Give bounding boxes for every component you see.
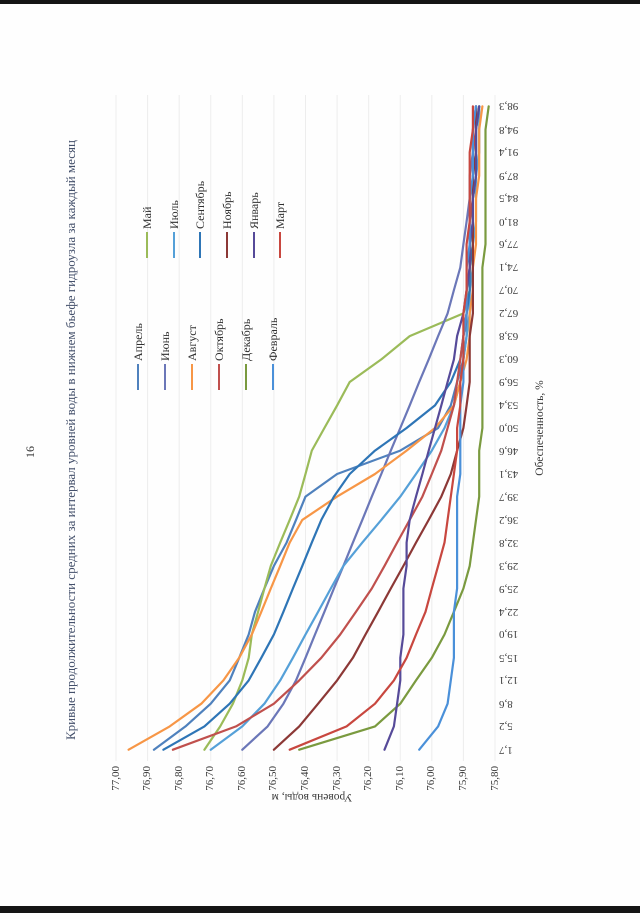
legend-swatch-icon [199, 232, 201, 258]
x-tick-label: 56,9 [499, 376, 519, 389]
legend-swatch-icon [173, 232, 175, 258]
x-tick-label: 1,7 [499, 743, 513, 756]
legend-item-Июнь: Июнь [157, 331, 173, 390]
x-tick-label: 77,6 [499, 238, 519, 251]
x-tick-label: 87,9 [499, 169, 519, 182]
x-tick-label: 43,1 [499, 467, 519, 480]
x-tick-label: 12,1 [499, 674, 519, 687]
legend-swatch-icon [137, 364, 139, 390]
legend-label: Апрель [130, 323, 145, 361]
legend-swatch-icon [279, 232, 281, 258]
x-tick-label: 8,6 [499, 697, 513, 710]
legend-swatch-icon [245, 364, 247, 390]
x-tick-label: 67,2 [499, 307, 519, 320]
x-tick-label: 94,8 [499, 123, 519, 136]
y-tick-label: 76,70 [204, 766, 217, 791]
series-line-Июнь [241, 105, 478, 751]
x-tick-label: 53,4 [499, 399, 519, 412]
x-tick-label: 36,2 [499, 513, 519, 526]
legend-item-Январь: Январь [246, 192, 262, 258]
x-tick-label: 15,5 [499, 651, 519, 664]
legend-swatch-icon [253, 232, 255, 258]
legend-swatch-icon [226, 232, 228, 258]
legend-label: Ноябрь [219, 191, 234, 229]
legend-swatch-icon [272, 364, 274, 390]
legend-item-Декабрь: Декабрь [238, 319, 254, 390]
legend-swatch-icon [191, 364, 193, 390]
y-tick-label: 76,60 [235, 766, 248, 791]
x-tick-label: 74,1 [499, 261, 519, 274]
legend-label: Февраль [265, 317, 280, 361]
legend-item-Февраль: Февраль [265, 318, 281, 390]
x-tick-label: 50,0 [499, 422, 519, 434]
y-axis-title: Уровень воды, м [271, 791, 353, 803]
legend-label: Январь [246, 192, 261, 229]
x-tick-label: 19,0 [499, 628, 519, 641]
x-tick-label: 46,6 [499, 444, 519, 457]
x-tick-label: 5,2 [499, 720, 513, 733]
legend-item-Июль: Июль [166, 200, 182, 258]
x-tick-label: 81,0 [499, 215, 519, 228]
x-tick-label: 84,5 [499, 192, 519, 205]
legend-swatch-icon [218, 364, 220, 390]
y-tick-label: 76,10 [393, 766, 406, 791]
legend-item-Сентябрь: Сентябрь [192, 181, 208, 258]
legend-item-Ноябрь: Ноябрь [219, 191, 235, 258]
legend-label: Сентябрь [192, 180, 207, 229]
legend-swatch-icon [146, 232, 148, 258]
y-tick-label: 76,80 [172, 766, 185, 791]
y-tick-label: 76,00 [425, 766, 438, 791]
rotated-chart-wrapper: Кривые продолжительности средних за инте… [62, 70, 557, 810]
legend-label: Июль [166, 200, 181, 229]
y-tick-label: 76,90 [141, 766, 154, 791]
legend-item-Октябрь: Октябрь [211, 318, 227, 390]
legend-item-Март: Март [272, 202, 288, 258]
legend-label: Июнь [157, 331, 172, 361]
legend-item-Апрель: Апрель [130, 323, 146, 390]
x-axis-title: Обеспеченность, % [534, 380, 546, 476]
y-tick-label: 77,00 [109, 766, 122, 791]
page-number: 16 [23, 446, 37, 458]
legend-swatch-icon [164, 364, 166, 390]
x-tick-label: 39,7 [499, 490, 519, 503]
x-tick-label: 29,3 [499, 559, 519, 572]
y-tick-label: 75,90 [456, 766, 469, 791]
x-tick-label: 25,9 [499, 582, 519, 595]
plot-area [115, 95, 496, 761]
page-top-edge [0, 0, 640, 4]
legend-item-Май: Май [139, 207, 155, 258]
x-tick-label: 32,8 [499, 536, 519, 549]
legend-label: Декабрь [238, 318, 253, 361]
legend-label: Октябрь [211, 318, 226, 361]
page-bottom-edge [0, 906, 640, 913]
series-line-Январь [383, 105, 481, 751]
x-tick-label: 98,3 [499, 100, 519, 113]
x-tick-label: 91,4 [499, 146, 519, 159]
legend-label: Август [184, 325, 199, 361]
legend-label: Март [272, 201, 287, 229]
x-tick-label: 70,7 [499, 284, 519, 297]
x-tick-label: 63,8 [499, 330, 519, 343]
legend-label: Май [139, 206, 154, 229]
x-tick-label: 22,4 [499, 605, 519, 618]
y-tick-label: 75,80 [488, 766, 501, 791]
legend-item-Август: Август [184, 325, 200, 390]
series-line-Декабрь [298, 105, 490, 751]
x-tick-label: 60,3 [499, 353, 519, 366]
duration-curves-chart: Кривые продолжительности средних за инте… [62, 70, 557, 810]
series-line-Март [288, 105, 474, 751]
